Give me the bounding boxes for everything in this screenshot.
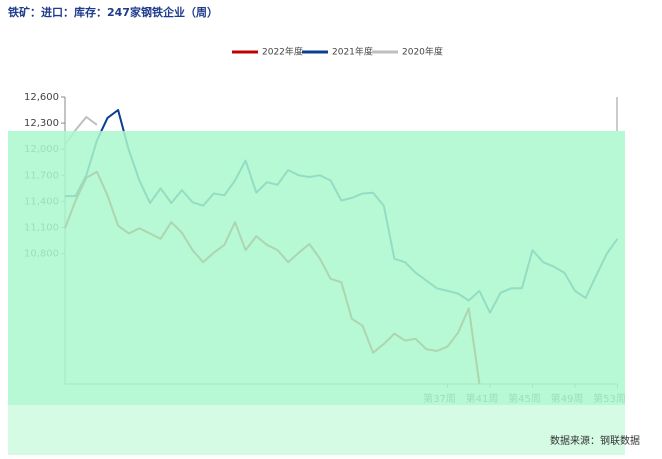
overlay-bottom: [8, 405, 625, 455]
legend-label: 2020年度: [402, 46, 443, 58]
y-tick-label: 12,300: [24, 118, 59, 129]
chart-title: 铁矿：进口：库存：247家钢铁企业（周）: [8, 5, 218, 19]
legend-label: 2022年度: [262, 46, 303, 58]
legend-label: 2021年度: [332, 46, 373, 58]
y-tick-label: 12,600: [24, 92, 59, 103]
source: 数据来源：钢联数据: [550, 434, 640, 447]
overlay: [8, 131, 625, 405]
